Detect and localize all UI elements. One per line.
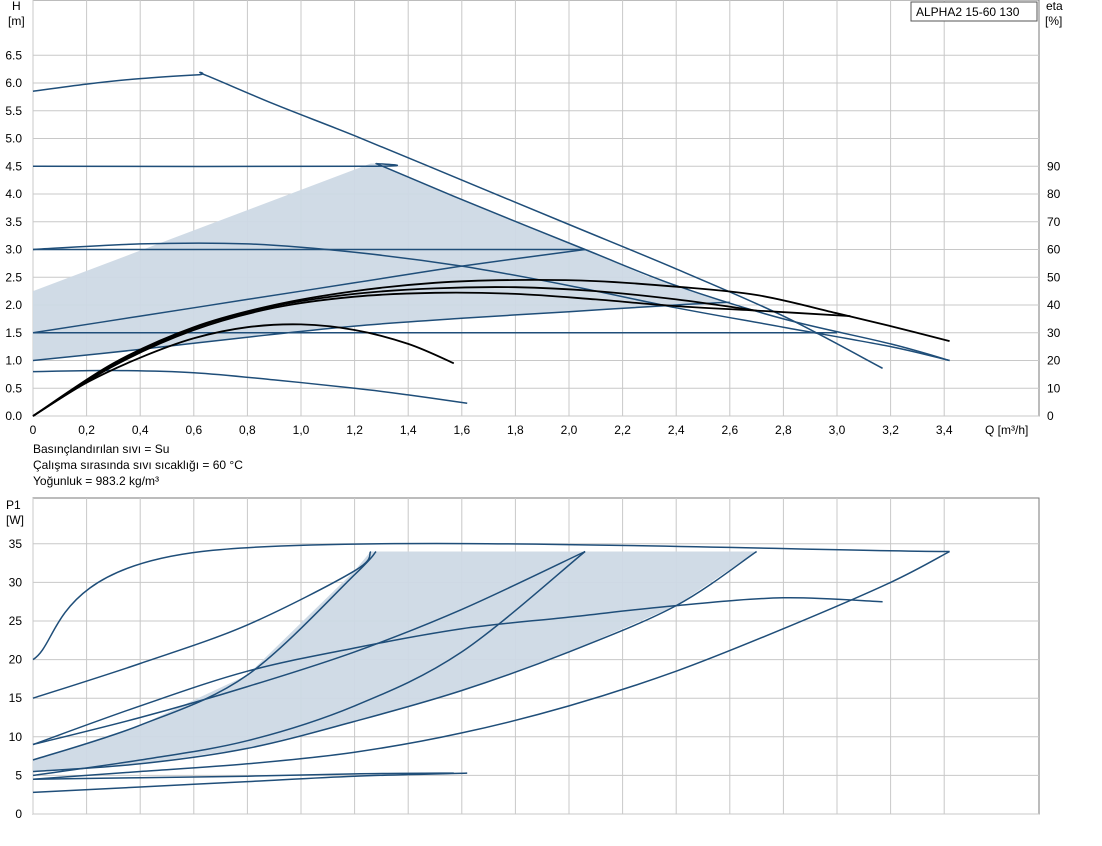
power-y-tick-label: 30: [9, 575, 23, 589]
head-curve: [375, 162, 950, 362]
eta-y-tick-label: 50: [1047, 270, 1061, 284]
power-curve: [32, 596, 883, 746]
efficiency-curve: [32, 323, 455, 417]
head-y-tick-label: 5.5: [5, 104, 22, 118]
head-y2-tick-labels: 0 10 20 30 40 50 60 70 80 90: [1047, 159, 1061, 423]
head-operating-area: [33, 163, 730, 361]
power-curve: [32, 772, 468, 794]
power-curve: [32, 550, 586, 746]
x-tick-label: 1,2: [346, 423, 363, 437]
eta-y-tick-label: 90: [1047, 159, 1061, 173]
head-chart: 0 0,2 0,4 0,6 0,8 1,0 1,2 1,4 1,6 1,8 2,0 2,2 2,4 2,6…: [5, 0, 1063, 437]
head-y-tick-label: 1.0: [5, 354, 22, 368]
note-fluid: Basınçlandırılan sıvı = Su: [33, 442, 169, 456]
eta-y-tick-label: 20: [1047, 354, 1061, 368]
power-axis-unit: [W]: [6, 513, 24, 527]
power-y-tick-labels: 0 5 10 15 20 25 30 35: [9, 537, 23, 821]
power-y-tick-label: 0: [15, 807, 22, 821]
head-y-tick-label: 0.0: [5, 409, 22, 423]
head-y-tick-label: 6.0: [5, 76, 22, 90]
head-y-tick-label: 3.5: [5, 215, 22, 229]
power-curve: [32, 550, 377, 761]
x-tick-label: 3,4: [936, 423, 953, 437]
x-tick-label: 0: [30, 423, 37, 437]
x-tick-label: 2,6: [721, 423, 738, 437]
power-series: [32, 542, 950, 794]
eta-y-tick-label: 40: [1047, 298, 1061, 312]
x-tick-label: 1,6: [453, 423, 470, 437]
x-tick-label: 0,4: [132, 423, 149, 437]
efficiency-curve: [32, 278, 950, 417]
head-chart-frame: [32, 0, 1040, 417]
head-y-tick-label: 3.0: [5, 243, 22, 257]
note-density: Yoğunluk = 983.2 kg/m³: [33, 474, 159, 488]
power-curve: [32, 772, 454, 781]
eta-y-tick-label: 80: [1047, 187, 1061, 201]
head-curve: [32, 369, 468, 404]
power-y-tick-label: 10: [9, 730, 23, 744]
head-shaded-region: [33, 163, 730, 361]
efficiency-curve: [32, 286, 757, 417]
head-y-tick-label: 1.5: [5, 326, 22, 340]
eta-y-tick-label: 30: [1047, 326, 1061, 340]
x-tick-label: 2,0: [561, 423, 578, 437]
eta-y-tick-label: 70: [1047, 215, 1061, 229]
fluid-notes: Basınçlandırılan sıvı = Su Çalışma sıras…: [33, 442, 243, 488]
note-temperature: Çalışma sırasında sıvı sıcaklığı = 60 °C: [33, 458, 243, 472]
model-label: ALPHA2 15-60 130: [916, 5, 1020, 19]
x-tick-label: 2,4: [668, 423, 685, 437]
x-tick-label: 2,2: [614, 423, 631, 437]
power-y-tick-label: 25: [9, 614, 23, 628]
flow-axis-label: Q [m³/h]: [985, 423, 1028, 437]
eta-axis-unit: [%]: [1045, 14, 1062, 28]
power-operating-area: [33, 551, 757, 772]
head-y-tick-label: 0.5: [5, 381, 22, 395]
x-tick-label: 1,4: [400, 423, 417, 437]
x-tick-label: 3,0: [829, 423, 846, 437]
eta-y-tick-label: 0: [1047, 409, 1054, 423]
power-curve: [32, 542, 950, 661]
head-y-tick-label: 2.5: [5, 270, 22, 284]
efficiency-curve: [32, 291, 851, 417]
power-shaded-region: [33, 551, 757, 772]
head-axis-unit: [m]: [8, 14, 25, 28]
head-y-tick-label: 4.5: [5, 159, 22, 173]
head-curve: [32, 71, 883, 369]
power-curve: [32, 550, 758, 773]
eta-y-tick-label: 10: [1047, 381, 1061, 395]
head-series: [32, 71, 950, 417]
eta-y-tick-label: 60: [1047, 243, 1061, 257]
head-x-tick-labels: 0 0,2 0,4 0,6 0,8 1,0 1,2 1,4 1,6 1,8 2,0 2,2 2,4 2,6…: [30, 423, 953, 437]
x-tick-label: 0,6: [185, 423, 202, 437]
power-y-tick-label: 35: [9, 537, 23, 551]
head-y-tick-labels: 0.0 0.5 1.0 1.5 2.0 2.5 3.0 3.5 4.0 4.5 5.0 5.5 6.0 6…: [5, 48, 22, 423]
x-tick-label: 1,8: [507, 423, 524, 437]
power-curve: [32, 550, 586, 777]
power-chart: 0 5 10 15 20 25 30 35 P1 [W]: [6, 497, 1040, 821]
x-tick-label: 2,8: [775, 423, 792, 437]
head-y-tick-label: 2.0: [5, 298, 22, 312]
head-y-tick-label: 4.0: [5, 187, 22, 201]
head-curve: [32, 162, 399, 168]
head-y-tick-label: 5.0: [5, 132, 22, 146]
power-curve: [32, 551, 372, 699]
model-label-box: [910, 1, 1038, 22]
x-tick-label: 1,0: [293, 423, 310, 437]
x-tick-label: 3,2: [882, 423, 899, 437]
power-y-tick-label: 15: [9, 691, 23, 705]
head-y-tick-label: 6.5: [5, 48, 22, 62]
x-tick-label: 0,8: [239, 423, 256, 437]
head-axis-label: H: [12, 0, 21, 13]
power-axis-label: P1: [6, 498, 21, 512]
head-curve: [32, 248, 586, 334]
head-curve: [32, 242, 950, 362]
power-y-tick-label: 20: [9, 653, 23, 667]
eta-axis-label: eta: [1046, 0, 1063, 13]
power-curve: [32, 550, 950, 781]
x-tick-label: 0,2: [78, 423, 95, 437]
power-y-tick-label: 5: [15, 768, 22, 782]
